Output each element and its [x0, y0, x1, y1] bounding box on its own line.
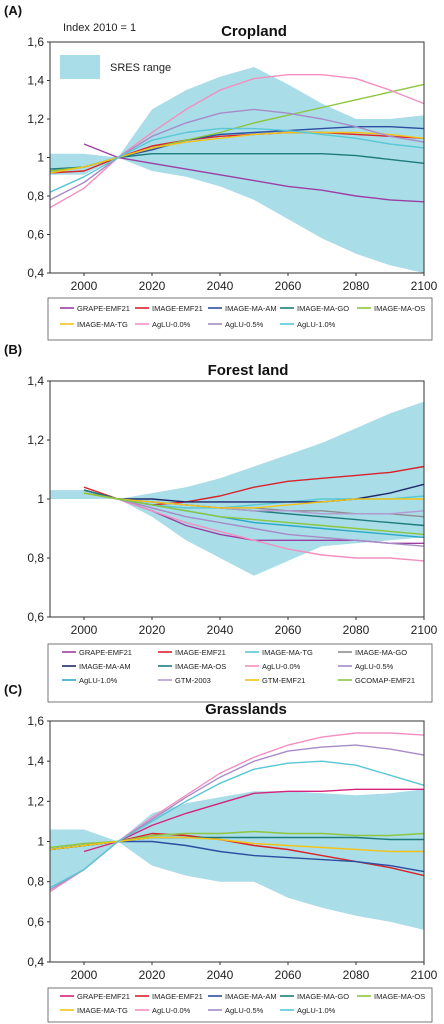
- y-tick-label: 0,6: [27, 610, 44, 624]
- legend-label: IMAGE-MA-OS: [374, 992, 425, 1001]
- legend-label: IMAGE-EMF21: [152, 992, 203, 1001]
- legend-label: AgLU-0.5%: [355, 662, 394, 671]
- y-tick-label: 0,8: [27, 875, 44, 889]
- series-line-aglu-0-5-: [49, 108, 425, 201]
- y-tick-label: 0,8: [27, 551, 44, 565]
- panel-label: (A): [4, 3, 22, 18]
- legend-label: GRAPE-EMF21: [77, 992, 130, 1001]
- series-line-image-ma-tg: [49, 131, 425, 174]
- index-note: Index 2010 = 1: [63, 22, 136, 34]
- chart-panel-1: (A) 0,4 0,6 0,8 1 1,2 1,4 1,6 2000 2020 2040 2060 20…: [4, 3, 438, 341]
- x-tick-label: 2080: [343, 279, 370, 293]
- chart-title: Grasslands: [205, 701, 287, 718]
- legend-label: AgLU-1.0%: [79, 676, 118, 685]
- legend-label: IMAGE-MA-TG: [77, 1006, 128, 1015]
- x-tick-label: 2100: [411, 968, 438, 982]
- y-tick-label: 1,6: [27, 714, 44, 728]
- legend-label: AgLU-0.0%: [152, 1006, 191, 1015]
- legend-label: GRAPE-EMF21: [79, 648, 132, 657]
- series-line-aglu-0-0-: [83, 492, 425, 562]
- series-line-gcomap-emf21: [83, 492, 425, 536]
- legend-label: IMAGE-MA-TG: [77, 320, 128, 329]
- sres-legend-swatch: [60, 55, 100, 79]
- series-line-grape-emf21: [83, 143, 425, 203]
- x-tick-label: 2100: [411, 279, 438, 293]
- y-tick-label: 1,4: [27, 754, 44, 768]
- legend-label: GTM-EMF21: [262, 676, 305, 685]
- chart-title: Forest land: [208, 362, 289, 379]
- legend-label: IMAGE-MA-GO: [355, 648, 407, 657]
- series-line-gtm-emf21: [83, 492, 424, 509]
- x-tick-label: 2060: [275, 968, 302, 982]
- legend-label: IMAGE-MA-OS: [175, 662, 226, 671]
- legend-label: AgLU-1.0%: [297, 1006, 336, 1015]
- x-tick-label: 2080: [343, 968, 370, 982]
- legend-box: [47, 643, 433, 703]
- sres-range-band: [50, 67, 424, 273]
- series-line-aglu-0-5-: [83, 492, 425, 547]
- y-tick-label: 1: [37, 835, 44, 849]
- legend-label: AgLU-0.5%: [225, 1006, 264, 1015]
- legend-box: [47, 987, 433, 1023]
- legend-label: AgLU-1.0%: [297, 320, 336, 329]
- x-tick-label: 2040: [207, 623, 234, 637]
- legend-label: AgLU-0.0%: [262, 662, 301, 671]
- legend-label: IMAGE-EMF21: [175, 648, 226, 657]
- y-tick-label: 1,6: [27, 35, 44, 49]
- x-tick-label: 2020: [139, 968, 166, 982]
- y-tick-label: 1: [37, 151, 44, 165]
- panel-label: (C): [4, 682, 22, 697]
- legend-label: IMAGE-MA-GO: [297, 304, 349, 313]
- panel-label: (B): [4, 342, 22, 357]
- x-tick-label: 2000: [71, 968, 98, 982]
- series-line-aglu-1-0-: [49, 127, 425, 193]
- y-tick-label: 1,4: [27, 374, 44, 388]
- series-line-grape-emf21: [83, 788, 424, 853]
- legend-label: GCOMAP-EMF21: [355, 676, 415, 685]
- y-tick-label: 1,2: [27, 794, 44, 808]
- legend-label: AgLU-0.0%: [152, 320, 191, 329]
- y-tick-label: 0,6: [27, 915, 44, 929]
- y-tick-label: 1,2: [27, 112, 44, 126]
- x-tick-label: 2060: [275, 623, 302, 637]
- series-line-image-ma-tg: [49, 836, 424, 853]
- series-line-aglu-0-0-: [49, 73, 425, 209]
- legend-label: GRAPE-EMF21: [77, 304, 130, 313]
- x-tick-label: 2040: [207, 968, 234, 982]
- legend-box: [47, 297, 433, 341]
- y-tick-label: 1,2: [27, 433, 44, 447]
- legend-label: IMAGE-MA-AM: [225, 304, 277, 313]
- legend-label: IMAGE-EMF21: [152, 304, 203, 313]
- y-tick-label: 0,4: [27, 955, 44, 969]
- x-tick-label: 2060: [275, 279, 302, 293]
- sres-legend-label: SRES range: [110, 62, 171, 74]
- chart-panel-2: (B) 0,6 0,8 1 1,2 1,4 2000 2020 2040 2060 2080 2100…: [4, 342, 438, 703]
- y-tick-label: 0,4: [27, 266, 44, 280]
- legend-label: AgLU-0.5%: [225, 320, 264, 329]
- x-tick-label: 2100: [411, 623, 438, 637]
- chart-title: Cropland: [221, 23, 287, 40]
- x-tick-label: 2020: [139, 623, 166, 637]
- y-tick-label: 1,4: [27, 74, 44, 88]
- series-line-image-ma-am: [83, 483, 425, 503]
- sres-range-band: [50, 401, 424, 576]
- legend-label: IMAGE-MA-OS: [374, 304, 425, 313]
- x-tick-label: 2040: [207, 279, 234, 293]
- y-tick-label: 0,6: [27, 228, 44, 242]
- legend-label: IMAGE-MA-TG: [262, 648, 313, 657]
- y-tick-label: 0,8: [27, 189, 44, 203]
- series-line-aglu-1-0-: [49, 760, 425, 889]
- x-tick-label: 2020: [139, 279, 166, 293]
- x-tick-label: 2080: [343, 623, 370, 637]
- x-tick-label: 2000: [71, 279, 98, 293]
- legend-label: GTM-2003: [175, 676, 211, 685]
- chart-panel-3: (C) 0,4 0,6 0,8 1 1,2 1,4 1,6 2000 2020 2040 2060 20…: [4, 682, 438, 1023]
- y-tick-label: 1: [37, 492, 44, 506]
- legend-label: IMAGE-MA-AM: [225, 992, 277, 1001]
- legend-label: IMAGE-MA-GO: [297, 992, 349, 1001]
- x-tick-label: 2000: [71, 623, 98, 637]
- legend-label: IMAGE-MA-AM: [79, 662, 131, 671]
